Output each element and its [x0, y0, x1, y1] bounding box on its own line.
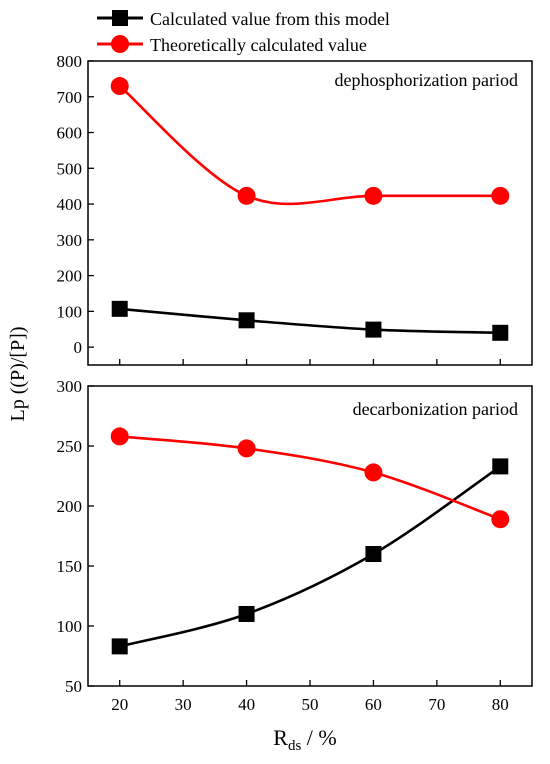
circle-marker-point: [110, 427, 129, 446]
x-tick-label: 40: [238, 695, 255, 714]
panel-frame: [87, 60, 533, 366]
square-marker-point: [365, 546, 382, 562]
square-marker-point: [238, 312, 255, 329]
y-tick-label: 50: [65, 677, 82, 696]
series-line-model: [119, 307, 501, 335]
circle-marker-point: [491, 186, 510, 205]
y-tick-label: 700: [57, 88, 83, 107]
x-axis-label-unit: / %: [301, 725, 336, 750]
y-tick-label: 150: [57, 557, 83, 576]
panel-annotation: decarbonization pariod: [353, 399, 518, 419]
circle-marker-point: [491, 510, 510, 529]
legend-label-model: Calculated value from this model: [150, 9, 390, 29]
square-marker-point: [365, 321, 382, 338]
panel-dephosphorization: 0 100 200 300 400 500 600 700 800 dephosphorizat…: [57, 52, 533, 366]
x-axis-label: Rds / %: [273, 725, 336, 754]
square-marker-point: [111, 300, 128, 317]
y-tick-label: 250: [57, 437, 83, 456]
x-axis-label-subscript: ds: [288, 738, 302, 754]
x-axis-label-main: R: [273, 725, 288, 750]
x-tick-label: 70: [428, 695, 445, 714]
circle-marker-point: [364, 186, 383, 205]
legend-label-theoretical: Theoretically calculated value: [150, 35, 367, 55]
series-layer: [110, 77, 510, 341]
legend-item-model: Calculated value from this model: [97, 9, 390, 29]
axis-ticks: [88, 60, 501, 365]
y-tick-label: 200: [57, 497, 83, 516]
y-axis-label: Lp ((P)/[P]): [7, 327, 29, 422]
circle-marker-point: [364, 463, 383, 482]
y-tick-label: 0: [74, 338, 83, 357]
y-tick-label: 100: [57, 302, 83, 321]
circle-marker-point: [110, 77, 129, 96]
y-tick-label: 300: [57, 377, 83, 396]
square-marker-point: [492, 458, 509, 475]
square-marker-point: [238, 606, 255, 622]
y-tick-label: 400: [57, 195, 83, 214]
x-tick-label: 20: [111, 695, 128, 714]
y-tick-label: 600: [57, 124, 83, 143]
square-marker-point: [492, 324, 509, 341]
panel-decarbonization: 50 100 150 200 250 300 20 30 40 50 60 70 80 decarbon…: [57, 377, 533, 714]
axis-ticks: [88, 385, 501, 687]
panel-annotation: dephosphorization pariod: [335, 70, 518, 90]
circle-marker-icon: [111, 35, 129, 53]
y-tick-label: 100: [57, 617, 83, 636]
x-tick-label: 50: [302, 695, 319, 714]
series-line-theoretical: [119, 435, 501, 521]
y-tick-label: 300: [57, 231, 83, 250]
panel-frame: [87, 385, 533, 687]
series-line-theoretical: [118, 85, 501, 206]
legend-item-theoretical: Theoretically calculated value: [97, 35, 367, 55]
square-marker-icon: [112, 10, 128, 26]
x-tick-label: 30: [175, 695, 192, 714]
axis-tick-labels: 50 100 150 200 250 300 20 30 40 50 60 70 80: [57, 377, 509, 714]
circle-marker-point: [237, 439, 256, 458]
square-marker-point: [111, 638, 128, 655]
circle-marker-point: [237, 186, 256, 205]
y-tick-label: 800: [57, 52, 83, 71]
axis-tick-labels: 0 100 200 300 400 500 600 700 800: [57, 52, 83, 357]
x-tick-label: 60: [365, 695, 382, 714]
series-line-model: [119, 465, 502, 648]
legend: Calculated value from this model Theoret…: [97, 9, 390, 55]
x-tick-label: 80: [492, 695, 509, 714]
y-tick-label: 200: [57, 267, 83, 286]
series-layer: [110, 427, 510, 655]
y-tick-label: 500: [57, 159, 83, 178]
